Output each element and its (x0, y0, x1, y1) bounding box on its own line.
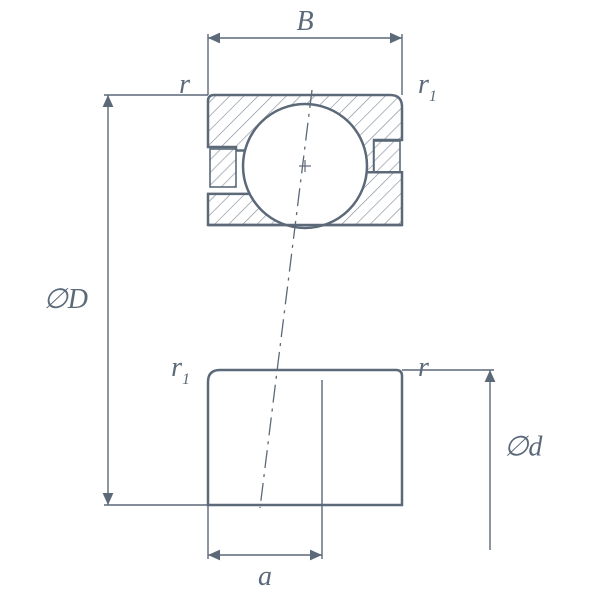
svg-text:a: a (258, 561, 272, 592)
svg-text:r1: r1 (418, 69, 437, 105)
svg-text:∅d: ∅d (504, 432, 543, 463)
svg-text:r: r (179, 69, 190, 100)
svg-text:r: r (418, 352, 429, 383)
svg-text:r1: r1 (171, 352, 190, 388)
svg-text:∅D: ∅D (43, 284, 88, 315)
bearing-cross-section (208, 90, 402, 508)
lower-block (208, 370, 402, 505)
svg-text:B: B (296, 6, 313, 37)
